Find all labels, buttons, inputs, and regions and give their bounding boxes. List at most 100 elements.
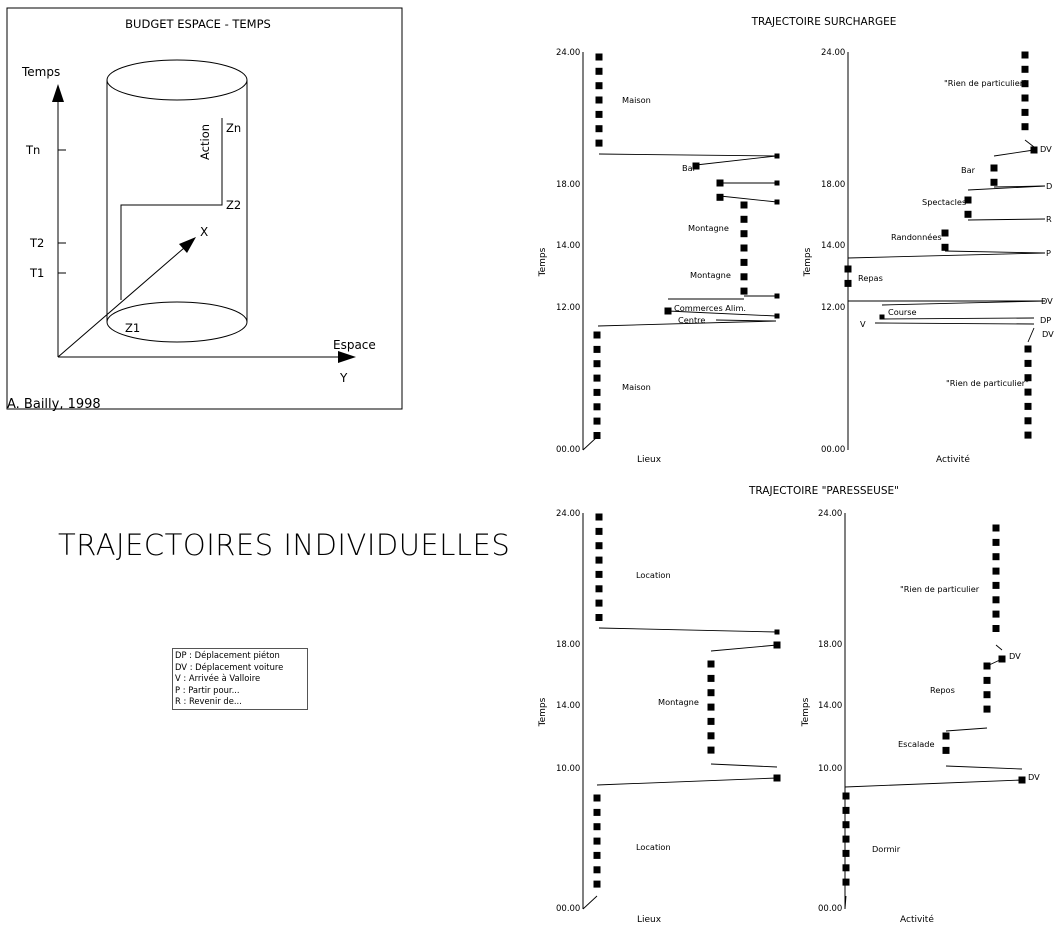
legend-item: DV : Déplacement voiture <box>175 661 284 672</box>
tick-label: 14.00 <box>818 701 842 711</box>
trajectory-mark <box>1024 374 1032 382</box>
action-label: Action <box>198 124 212 160</box>
trajectory-mark <box>593 794 601 802</box>
trajectory-mark <box>1024 431 1032 439</box>
tick-label: 18.00 <box>821 180 845 190</box>
trajectory-mark <box>595 110 603 118</box>
paresseuse-activite-chart: 24.00 18.00 14.00 10.00 00.00 Temps Acti… <box>801 509 1040 925</box>
chart-label: Montagne <box>658 697 699 707</box>
x-axis-arrow <box>179 237 196 253</box>
trajectory-mark <box>964 196 972 204</box>
trajectory-mark <box>1021 94 1029 102</box>
trajectory-mark <box>842 821 850 829</box>
tick-label: 12.00 <box>556 303 580 313</box>
y-axis-label: Temps <box>803 247 813 277</box>
trajectory-mark <box>992 567 1000 575</box>
tick-tn: Tn <box>25 143 40 157</box>
y-axis-label: Temps <box>538 697 548 727</box>
trajectory-mark <box>964 210 972 218</box>
trajectory-mark <box>707 703 715 711</box>
trajectory-mark <box>593 880 601 888</box>
trajectory-mark <box>844 265 852 273</box>
trajectory-mark <box>707 717 715 725</box>
code-label: DV <box>1028 772 1040 782</box>
tick-label: 00.00 <box>556 445 580 455</box>
trajectory-mark <box>941 243 949 251</box>
chart-label: Maison <box>622 95 651 105</box>
tick-label: 18.00 <box>556 180 580 190</box>
trajectory-mark <box>844 279 852 287</box>
time-axis-arrow <box>52 84 64 102</box>
code-label: V <box>860 319 866 329</box>
trajectory-mark <box>593 345 601 353</box>
trajectory-mark <box>593 374 601 382</box>
chart-label: Spectacles <box>922 197 966 207</box>
trajectory-mark <box>740 273 748 281</box>
tick-label: 24.00 <box>821 48 845 58</box>
surchargee-lieux-chart: 24.00 18.00 14.00 12.00 00.00 Temps Lieu… <box>538 48 780 465</box>
surchargee-title: TRAJECTOIRE SURCHARGEE <box>751 16 897 28</box>
trajectory-mark <box>595 67 603 75</box>
trajectory-mark <box>593 837 601 845</box>
tick-label: 24.00 <box>556 509 580 519</box>
x-axis-label: X <box>200 225 208 239</box>
trajectory-mark <box>593 866 601 874</box>
trajectory-mark <box>595 599 603 607</box>
chart-label: Montagne <box>690 270 731 280</box>
code-label: P <box>1046 248 1051 258</box>
budget-title: BUDGET ESPACE - TEMPS <box>125 17 271 31</box>
space-axis-arrow <box>338 351 356 363</box>
trajectory-mark <box>983 676 991 684</box>
trajectory-mark <box>595 527 603 535</box>
legend-item: R : Revenir de... <box>175 696 242 706</box>
trajectory-mark <box>595 82 603 90</box>
y-axis-label: Temps <box>801 697 811 727</box>
trajectory-mark <box>983 705 991 713</box>
legend-box: DP : Déplacement piéton DV : Déplacement… <box>172 648 308 710</box>
trajectory-mark <box>1021 51 1029 59</box>
trajectory-mark <box>774 153 780 159</box>
trajectory-mark <box>992 625 1000 632</box>
trajectory-mark <box>1024 402 1032 410</box>
trajectory-mark <box>1024 417 1032 425</box>
tick-label: 24.00 <box>818 509 842 519</box>
chart-label: Bar <box>961 165 976 175</box>
tick-label: 14.00 <box>821 241 845 251</box>
chart-label: Montagne <box>688 223 729 233</box>
time-axis-label: Temps <box>21 65 60 79</box>
trajectory-mark <box>942 732 950 740</box>
point-z1: Z1 <box>125 321 140 335</box>
trajectory-mark <box>595 542 603 550</box>
trajectory-mark <box>842 864 850 872</box>
trajectory-mark <box>1024 359 1032 367</box>
trajectory-mark <box>992 524 1000 532</box>
code-label: DV <box>1009 651 1021 661</box>
tick-t1: T1 <box>29 266 44 280</box>
budget-frame <box>6 7 403 410</box>
x-axis-label: Lieux <box>637 915 662 925</box>
trajectory-mark <box>593 388 601 396</box>
trajectory-mark <box>593 432 601 439</box>
trajectory-mark <box>842 806 850 814</box>
trajectory-mark <box>593 403 601 411</box>
chart-label: Repas <box>858 273 883 283</box>
tick-label: 10.00 <box>556 764 580 774</box>
trajectory-mark <box>941 229 949 237</box>
trajectory-mark <box>595 139 603 147</box>
trajectory-mark <box>593 851 601 859</box>
credit: A. Bailly, 1998 <box>7 397 101 412</box>
chart-label: Centre <box>678 315 705 325</box>
code-label: DP <box>1040 315 1051 325</box>
trajectory-mark <box>992 610 1000 618</box>
trajectory-mark <box>740 215 748 223</box>
trajectory-mark <box>992 581 1000 589</box>
trajectory-mark <box>992 553 1000 561</box>
trajectory-mark <box>593 823 601 831</box>
tick-label: 24.00 <box>556 48 580 58</box>
point-zn: Zn <box>226 121 241 135</box>
chart-label: Repos <box>930 685 955 695</box>
trajectory-mark <box>595 53 603 61</box>
x-axis-label: Lieux <box>637 455 662 465</box>
trajectory-mark <box>842 849 850 857</box>
trajectory-mark <box>740 258 748 266</box>
